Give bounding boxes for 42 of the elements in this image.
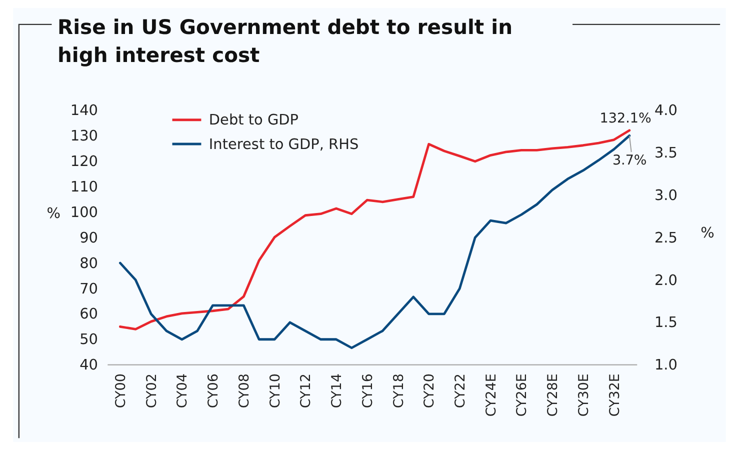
x-tick-label: CY00 — [113, 374, 130, 408]
y-tick-label: 60 — [80, 306, 98, 323]
x-tick-label: CY08 — [236, 374, 252, 408]
y2-tick-label: 2.0 — [654, 272, 678, 289]
legend-label: Interest to GDP, RHS — [208, 136, 359, 153]
x-tick-label: CY26E — [514, 374, 530, 417]
x-tick-label: CY28E — [545, 374, 562, 417]
x-tick-label: CY02 — [144, 374, 160, 408]
y-tick-label: 100 — [70, 204, 98, 221]
y2-tick-label: 2.5 — [654, 230, 678, 246]
x-tick-label: CY30E — [576, 374, 592, 417]
y-tick-label: 110 — [70, 179, 98, 196]
x-tick-label: CY24E — [483, 374, 500, 417]
y-tick-label: 80 — [80, 256, 98, 272]
y-tick-label: 70 — [80, 281, 98, 298]
y2-tick-label: 4.0 — [654, 103, 678, 120]
x-tick-label: CY06 — [206, 374, 222, 408]
x-tick-label: CY10 — [267, 374, 284, 408]
y-axis-title: % — [46, 206, 61, 222]
y-tick-label: 40 — [80, 358, 98, 374]
x-tick-label: CY18 — [390, 374, 407, 408]
y-tick-label: 50 — [80, 332, 98, 348]
x-tick-label: CY32E — [606, 374, 623, 417]
y2-tick-label: 1.0 — [654, 358, 678, 374]
y-tick-label: 130 — [70, 128, 98, 145]
y2-axis-title: % — [700, 226, 714, 242]
legend-label: Debt to GDP — [208, 112, 299, 129]
x-tick-label: CY22 — [452, 374, 468, 408]
y-tick-label: 140 — [70, 103, 98, 120]
y-tick-label: 90 — [80, 230, 98, 246]
x-tick-label: CY04 — [174, 374, 191, 408]
y2-tick-label: 3.5 — [654, 145, 678, 162]
y2-tick-label: 1.5 — [654, 315, 678, 332]
chart-title: Rise in US Government debt to result in high interest cost — [58, 15, 513, 68]
y2-tick-label: 3.0 — [654, 188, 678, 204]
data-label: 3.7% — [612, 152, 647, 169]
x-tick-label: CY14 — [329, 374, 346, 408]
x-tick-label: CY16 — [360, 374, 376, 408]
y-tick-label: 120 — [70, 154, 98, 170]
data-label: 132.1% — [600, 110, 652, 127]
x-tick-label: CY20 — [422, 374, 438, 408]
x-tick-label: CY12 — [298, 374, 314, 408]
